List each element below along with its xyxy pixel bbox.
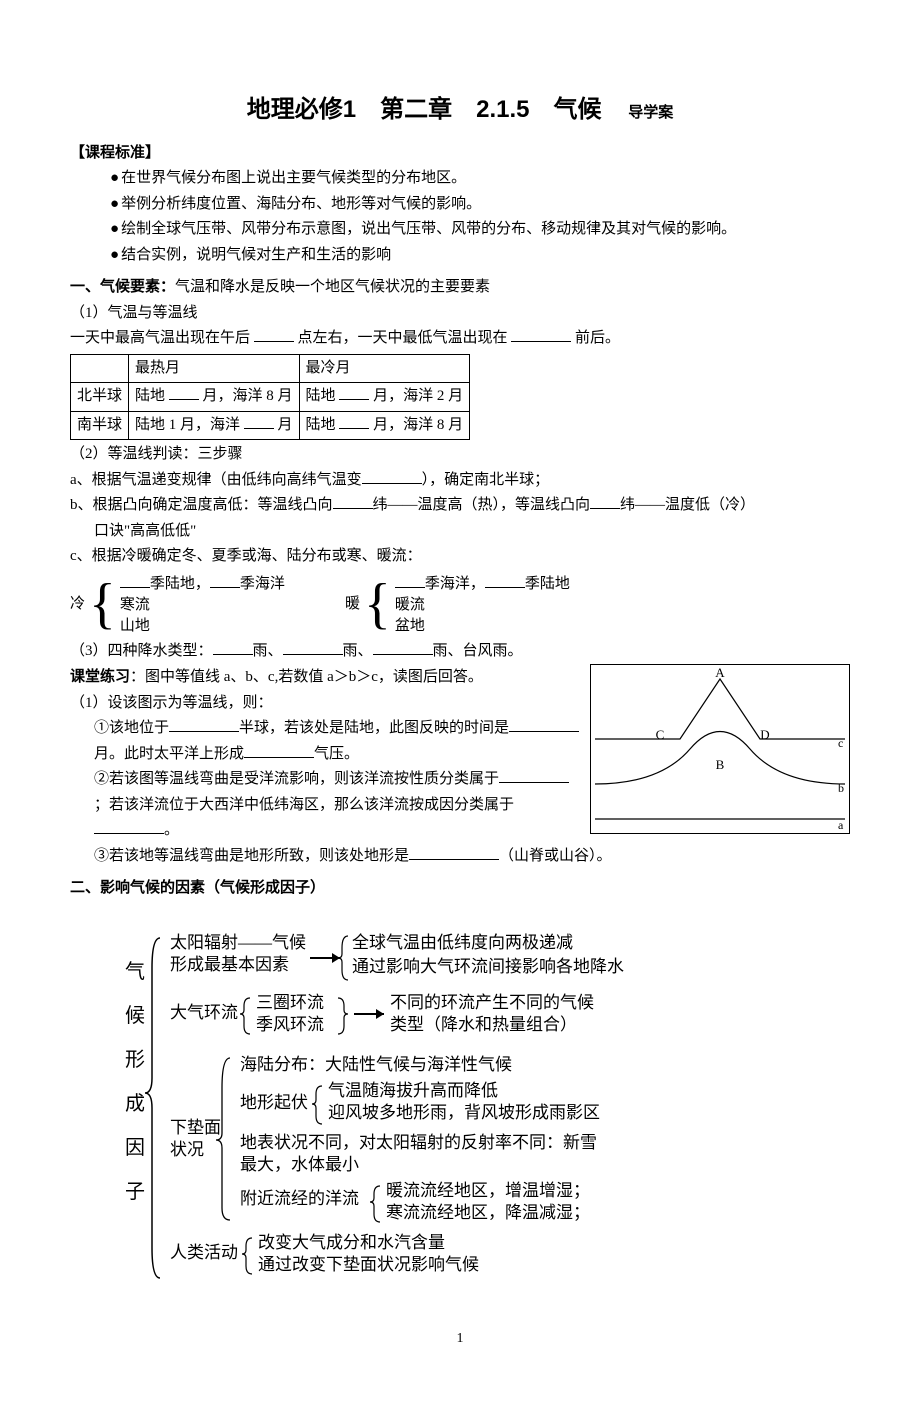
section-1-heading: 一、气候要素：气温和降水是反映一个地区气候状况的主要要素 bbox=[70, 274, 850, 301]
p1-line: 一天中最高气温出现在午后 点左右，一天中最低气温出现在 前后。 bbox=[70, 326, 850, 352]
factors-tree: 气 候 形 成 因 子 太阳辐射——气候 形成最基本因素 全球气温由低纬度向两极… bbox=[70, 908, 850, 1298]
cold-warm-row: 冷 { 季陆地，季海洋 寒流 山地 暖 { 季海洋，季陆地 暖流 盆地 bbox=[70, 572, 850, 637]
std-item: 结合实例，说明气候对生产和生活的影响 bbox=[110, 243, 850, 269]
blank[interactable] bbox=[590, 493, 620, 509]
cell: 最热月 bbox=[129, 354, 300, 383]
blank[interactable] bbox=[395, 572, 425, 588]
cell: 陆地 1 月，海洋 月 bbox=[129, 411, 300, 440]
cell: 陆地 月，海洋 8 月 bbox=[299, 411, 470, 440]
title-sub: 导学案 bbox=[628, 104, 673, 121]
label-a: a bbox=[838, 818, 844, 832]
svg-text:气温随海拔升高而降低: 气温随海拔升高而降低 bbox=[328, 1081, 498, 1100]
svg-text:通过改变下垫面状况影响气候: 通过改变下垫面状况影响气候 bbox=[258, 1255, 479, 1274]
warm-items: 季海洋，季陆地 暖流 盆地 bbox=[395, 572, 570, 637]
p2-tip: 口诀"高高低低" bbox=[94, 519, 850, 545]
standards-list: 在世界气候分布图上说出主要气候类型的分布地区。 举例分析纬度位置、海陆分布、地形… bbox=[110, 166, 850, 268]
sec2-num: 二、 bbox=[70, 879, 100, 896]
blank[interactable] bbox=[485, 572, 525, 588]
cold-items: 季陆地，季海洋 寒流 山地 bbox=[120, 572, 285, 637]
p2-label: （2）等温线判读：三步骤 bbox=[70, 442, 850, 468]
p2-b: b、根据凸向确定温度高低：等温线凸向纬——温度高（热），等温线凸向纬——温度低（… bbox=[70, 493, 850, 519]
p3: （3）四种降水类型：雨、雨、雨、台风雨。 bbox=[70, 639, 850, 665]
blank[interactable] bbox=[169, 716, 239, 732]
svg-text:三圈环流: 三圈环流 bbox=[256, 993, 324, 1012]
cell-empty bbox=[71, 354, 129, 383]
ex-label: 课堂练习 bbox=[70, 668, 130, 685]
sec1-title: 气候要素： bbox=[100, 278, 175, 295]
svg-text:通过影响大气环流间接影响各地降水: 通过影响大气环流间接影响各地降水 bbox=[352, 957, 624, 976]
blank[interactable] bbox=[213, 639, 253, 655]
svg-text:地表状况不同，对太阳辐射的反射率不同：新雪: 地表状况不同，对太阳辐射的反射率不同：新雪 bbox=[240, 1133, 597, 1152]
svg-text:最大，水体最小: 最大，水体最小 bbox=[240, 1155, 359, 1174]
brace-icon: { bbox=[364, 576, 391, 632]
blank[interactable] bbox=[339, 384, 369, 400]
svg-text:寒流流经地区，降温减湿；: 寒流流经地区，降温减湿； bbox=[386, 1203, 590, 1222]
cold-label: 冷 bbox=[70, 592, 85, 618]
label-b: b bbox=[838, 781, 844, 795]
svg-text:暖流流经地区，增温增湿；: 暖流流经地区，增温增湿； bbox=[386, 1181, 590, 1200]
title-main: 地理必修1 第二章 2.1.5 气候 bbox=[247, 96, 602, 123]
p2-a: a、根据气温递变规律（由低纬向高纬气温变），确定南北半球； bbox=[70, 468, 850, 494]
svg-text:大气环流: 大气环流 bbox=[170, 1003, 238, 1022]
blank[interactable] bbox=[169, 384, 199, 400]
page-number: 1 bbox=[70, 1327, 850, 1351]
blank[interactable] bbox=[373, 639, 433, 655]
blank[interactable] bbox=[339, 413, 369, 429]
svg-text:地形起伏: 地形起伏 bbox=[240, 1093, 308, 1112]
blank[interactable] bbox=[409, 844, 499, 860]
blank[interactable] bbox=[283, 639, 343, 655]
label-D: D bbox=[760, 727, 769, 742]
std-item: 绘制全球气压带、风带分布示意图，说出气压带、风带的分布、移动规律及其对气候的影响… bbox=[110, 217, 850, 243]
blank[interactable] bbox=[210, 572, 240, 588]
blank[interactable] bbox=[244, 413, 274, 429]
svg-text:太阳辐射——气候: 太阳辐射——气候 bbox=[170, 933, 306, 952]
cell: 南半球 bbox=[71, 411, 129, 440]
temp-table: 最热月 最冷月 北半球 陆地 月，海洋 8 月 陆地 月，海洋 2 月 南半球 … bbox=[70, 354, 470, 441]
blank[interactable] bbox=[244, 742, 314, 758]
p1-label: （1）气温与等温线 bbox=[70, 301, 850, 327]
blank[interactable] bbox=[511, 326, 571, 342]
blank[interactable] bbox=[499, 767, 569, 783]
cell: 最冷月 bbox=[299, 354, 470, 383]
label-B: B bbox=[716, 757, 725, 772]
p2-c: c、根据冷暖确定冬、夏季或海、陆分布或寒、暖流： bbox=[70, 544, 850, 570]
isoline-diagram: A B C D a b c bbox=[590, 664, 850, 844]
blank[interactable] bbox=[120, 572, 150, 588]
svg-text:改变大气成分和水汽含量: 改变大气成分和水汽含量 bbox=[258, 1233, 445, 1252]
sec2-title: 影响气候的因素（气候形成因子） bbox=[100, 879, 325, 896]
ex1-3: ③若该地等温线弯曲是地形所致，则该处地形是（山脊或山谷）。 bbox=[94, 844, 850, 870]
svg-text:不同的环流产生不同的气候: 不同的环流产生不同的气候 bbox=[390, 993, 594, 1012]
svg-text:人类活动: 人类活动 bbox=[170, 1243, 238, 1262]
svg-text:类型（降水和热量组合）: 类型（降水和热量组合） bbox=[390, 1015, 577, 1034]
label-C: C bbox=[656, 727, 665, 742]
sec1-tail: 气温和降水是反映一个地区气候状况的主要要素 bbox=[175, 279, 490, 295]
cell: 北半球 bbox=[71, 383, 129, 412]
svg-text:全球气温由低纬度向两极递减: 全球气温由低纬度向两极递减 bbox=[352, 933, 573, 952]
svg-text:形成最基本因素: 形成最基本因素 bbox=[170, 955, 289, 974]
label-c: c bbox=[838, 736, 843, 750]
svg-text:季风环流: 季风环流 bbox=[256, 1015, 324, 1034]
warm-label: 暖 bbox=[345, 592, 360, 618]
blank[interactable] bbox=[362, 468, 422, 484]
label-A: A bbox=[715, 665, 725, 680]
sec1-num: 一、 bbox=[70, 278, 100, 295]
cell: 陆地 月，海洋 2 月 bbox=[299, 383, 470, 412]
svg-text:附近流经的洋流: 附近流经的洋流 bbox=[240, 1189, 359, 1208]
blank[interactable] bbox=[509, 716, 579, 732]
brace-icon: { bbox=[89, 576, 116, 632]
svg-text:下垫面 状况: 下垫面 状况 bbox=[170, 1118, 225, 1159]
std-item: 在世界气候分布图上说出主要气候类型的分布地区。 bbox=[110, 166, 850, 192]
blank[interactable] bbox=[254, 326, 294, 342]
std-item: 举例分析纬度位置、海陆分布、地形等对气候的影响。 bbox=[110, 192, 850, 218]
standards-label: 【课程标准】 bbox=[70, 141, 850, 167]
section-2-heading: 二、影响气候的因素（气候形成因子） bbox=[70, 875, 850, 902]
svg-text:迎风坡多地形雨，背风坡形成雨影区: 迎风坡多地形雨，背风坡形成雨影区 bbox=[328, 1103, 600, 1122]
blank[interactable] bbox=[333, 493, 373, 509]
tree-root: 气 候 形 成 因 子 bbox=[125, 960, 150, 1203]
svg-text:海陆分布：大陆性气候与海洋性气候: 海陆分布：大陆性气候与海洋性气候 bbox=[240, 1055, 512, 1074]
blank[interactable] bbox=[94, 818, 164, 834]
cell: 陆地 月，海洋 8 月 bbox=[129, 383, 300, 412]
page-title: 地理必修1 第二章 2.1.5 气候 导学案 bbox=[70, 90, 850, 131]
